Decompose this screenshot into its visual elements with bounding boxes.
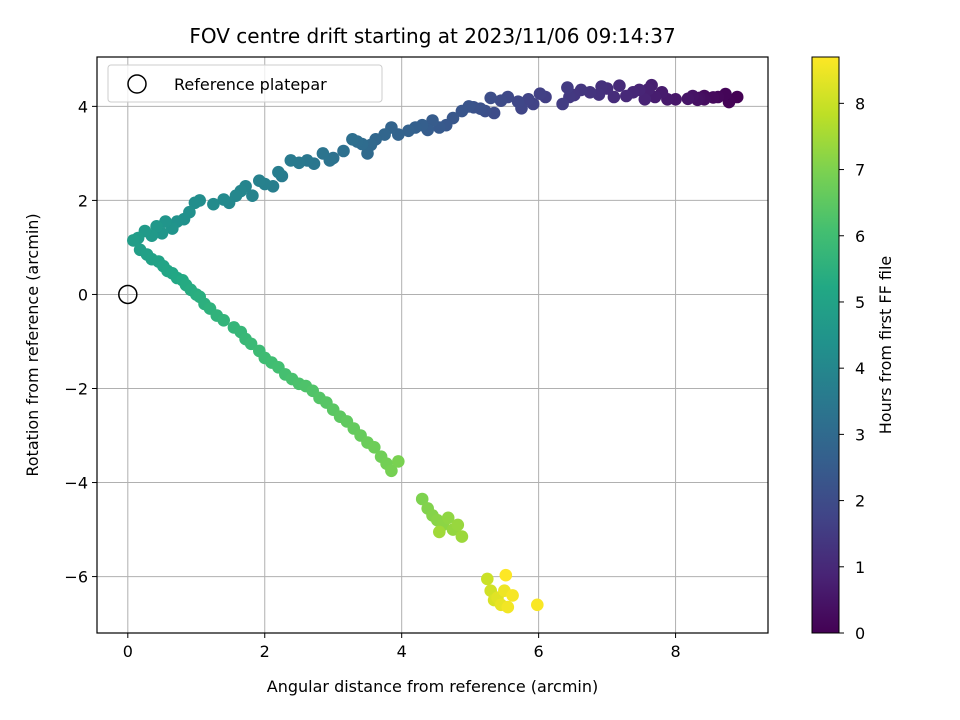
legend-label-reference: Reference platepar (174, 75, 327, 94)
legend-marker-reference (127, 74, 147, 94)
data-point (455, 530, 469, 543)
data-point (426, 114, 439, 127)
data-point (246, 189, 259, 202)
data-point (150, 220, 163, 233)
data-point (272, 165, 285, 179)
x-axis-ticks: 0 2 4 6 8 (123, 633, 681, 661)
data-point (316, 147, 330, 160)
data-point (433, 525, 446, 539)
data-point (207, 197, 220, 211)
data-point (392, 455, 405, 468)
x-tick-label: 4 (397, 642, 407, 661)
data-point (346, 133, 359, 146)
data-point (607, 90, 621, 104)
data-point (127, 234, 140, 247)
colorbar-ticks: 0 1 2 3 4 5 6 7 8 (839, 94, 865, 643)
data-point (533, 87, 547, 100)
x-tick-label: 8 (670, 642, 680, 661)
colorbar-tick-label: 2 (855, 492, 865, 511)
chart-title: FOV centre drift starting at 2023/11/06 … (189, 24, 675, 48)
data-point (484, 91, 498, 105)
legend-box (107, 64, 383, 103)
y-tick-label: −6 (64, 568, 88, 587)
data-point (494, 94, 508, 107)
data-point (641, 83, 655, 96)
colorbar-tick-label: 4 (855, 359, 865, 378)
colorbar-tick-label: 3 (855, 425, 865, 444)
data-point (368, 441, 381, 454)
data-point (188, 196, 202, 210)
data-point (284, 154, 298, 167)
data-point (217, 193, 230, 206)
data-point (561, 81, 574, 94)
data-point (441, 511, 455, 525)
y-tick-label: −2 (64, 379, 88, 398)
data-point (620, 89, 633, 103)
data-point (252, 174, 266, 187)
reference-point-marker (118, 284, 138, 305)
data-point (481, 572, 494, 586)
colorbar-tick-label: 7 (855, 161, 865, 180)
data-points (127, 78, 744, 614)
data-point (455, 104, 469, 118)
x-tick-label: 2 (260, 642, 270, 661)
colorbar-tick-label: 1 (855, 558, 865, 577)
plot-area-frame (96, 56, 769, 634)
colorbar-tick-label: 5 (855, 293, 865, 312)
data-point (402, 124, 415, 138)
y-tick-label: 0 (78, 285, 88, 304)
data-point (217, 314, 230, 327)
data-point (451, 518, 465, 532)
colorbar-tick-label: 6 (855, 227, 865, 246)
data-point (501, 600, 515, 614)
x-axis-label: Angular distance from reference (arcmin) (267, 677, 598, 696)
y-axis-label: Rotation from reference (arcmin) (23, 213, 42, 476)
data-point (337, 144, 350, 158)
data-point (638, 93, 652, 106)
x-tick-label: 6 (534, 642, 544, 661)
data-point (511, 95, 525, 108)
colorbar: 0 1 2 3 4 5 6 7 8 Hours from first FF file (811, 56, 895, 643)
data-point (244, 337, 258, 351)
data-point (681, 92, 695, 106)
data-point (499, 568, 513, 582)
data-point (531, 598, 544, 612)
colorbar-tick-label: 0 (855, 624, 865, 643)
x-tick-label: 0 (123, 642, 133, 661)
data-point (415, 492, 429, 506)
grid-lines (97, 57, 768, 633)
legend: Reference platepar (107, 64, 383, 103)
y-axis-ticks: −6 −4 −2 0 2 4 (64, 97, 97, 587)
data-point (361, 147, 374, 160)
colorbar-gradient (811, 56, 840, 634)
colorbar-tick-label: 8 (855, 94, 865, 113)
y-tick-label: −4 (64, 474, 88, 493)
data-point (522, 93, 535, 106)
y-tick-label: 4 (78, 97, 88, 116)
colorbar-label: Hours from first FF file (876, 256, 895, 435)
data-point (385, 464, 398, 478)
data-point (556, 97, 569, 111)
y-tick-label: 2 (78, 191, 88, 210)
data-point (613, 79, 626, 92)
data-point (506, 589, 519, 602)
